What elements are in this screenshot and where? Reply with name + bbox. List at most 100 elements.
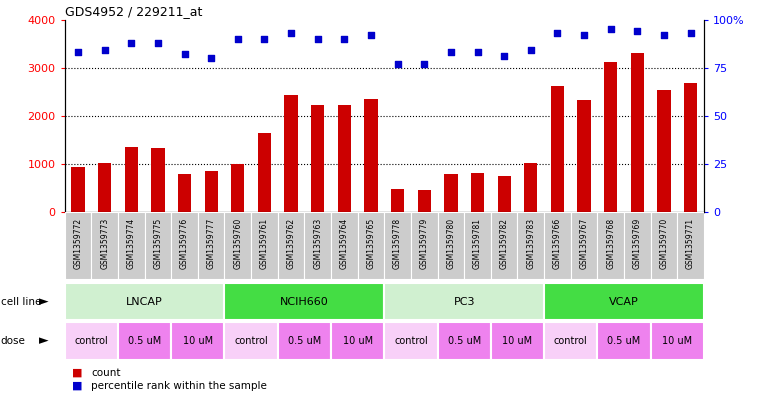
Point — [285, 30, 297, 36]
Bar — [658, 90, 670, 212]
Bar — [198, 212, 224, 279]
Bar — [517, 212, 544, 279]
Point — [684, 30, 696, 36]
Bar — [438, 212, 464, 279]
Text: NCIH660: NCIH660 — [280, 297, 329, 307]
Point — [205, 55, 218, 61]
Bar — [597, 212, 624, 279]
Text: GSM1359783: GSM1359783 — [527, 218, 535, 269]
Point — [365, 32, 377, 38]
Bar — [171, 212, 198, 279]
Bar — [544, 283, 704, 320]
Bar — [91, 212, 118, 279]
Text: ►: ► — [40, 295, 49, 309]
Text: ►: ► — [40, 334, 49, 348]
Bar — [578, 99, 591, 212]
Bar — [384, 283, 544, 320]
Text: 10 uM: 10 uM — [502, 336, 533, 346]
Point — [471, 49, 484, 55]
Bar — [65, 283, 224, 320]
Text: GSM1359772: GSM1359772 — [74, 218, 82, 269]
Bar — [65, 322, 118, 360]
Text: 10 uM: 10 uM — [342, 336, 373, 346]
Bar — [597, 322, 651, 360]
Text: GSM1359780: GSM1359780 — [447, 218, 455, 269]
Bar — [604, 62, 617, 212]
Text: GSM1359774: GSM1359774 — [127, 218, 135, 269]
Bar — [251, 212, 278, 279]
Point — [338, 36, 350, 42]
Point — [604, 26, 616, 32]
Text: GSM1359760: GSM1359760 — [234, 218, 242, 269]
Bar — [278, 322, 331, 360]
Bar — [118, 212, 145, 279]
Text: control: control — [234, 336, 268, 346]
Text: 10 uM: 10 uM — [183, 336, 213, 346]
Bar — [464, 212, 491, 279]
Text: VCAP: VCAP — [609, 297, 639, 307]
Bar — [285, 95, 298, 212]
Bar — [365, 99, 377, 212]
Point — [312, 36, 324, 42]
Bar — [224, 322, 278, 360]
Bar — [624, 212, 651, 279]
Text: control: control — [554, 336, 587, 346]
Text: GSM1359764: GSM1359764 — [340, 218, 349, 269]
Point — [72, 49, 84, 55]
Text: GSM1359770: GSM1359770 — [660, 218, 668, 269]
Bar — [418, 190, 431, 212]
Text: GSM1359773: GSM1359773 — [100, 218, 109, 269]
Text: GSM1359763: GSM1359763 — [314, 218, 322, 269]
Bar — [438, 322, 491, 360]
Text: GSM1359775: GSM1359775 — [154, 218, 162, 269]
Bar — [278, 212, 304, 279]
Text: GSM1359767: GSM1359767 — [580, 218, 588, 269]
Point — [498, 53, 510, 59]
Text: GSM1359762: GSM1359762 — [287, 218, 295, 269]
Bar — [65, 212, 91, 279]
Bar — [224, 283, 384, 320]
Bar — [631, 53, 644, 212]
Bar — [118, 322, 171, 360]
Bar — [391, 189, 404, 212]
Point — [658, 32, 670, 38]
Point — [125, 40, 137, 46]
Point — [178, 51, 190, 57]
Bar — [98, 163, 111, 212]
Text: 0.5 uM: 0.5 uM — [447, 336, 481, 346]
Bar — [145, 212, 171, 279]
Text: percentile rank within the sample: percentile rank within the sample — [91, 381, 267, 391]
Text: 0.5 uM: 0.5 uM — [288, 336, 321, 346]
Text: GSM1359771: GSM1359771 — [686, 218, 695, 269]
Bar — [72, 167, 84, 212]
Bar — [171, 322, 224, 360]
Text: control: control — [75, 336, 108, 346]
Text: LNCAP: LNCAP — [126, 297, 163, 307]
Text: ■: ■ — [72, 381, 83, 391]
Bar — [411, 212, 438, 279]
Bar — [178, 174, 191, 212]
Text: GSM1359782: GSM1359782 — [500, 218, 508, 268]
Text: GSM1359766: GSM1359766 — [553, 218, 562, 269]
Text: GSM1359765: GSM1359765 — [367, 218, 375, 269]
Text: cell line: cell line — [1, 297, 41, 307]
Bar — [471, 173, 484, 212]
Point — [258, 36, 271, 42]
Point — [631, 28, 643, 34]
Bar — [491, 322, 544, 360]
Point — [551, 30, 563, 36]
Text: GSM1359779: GSM1359779 — [420, 218, 428, 269]
Bar — [571, 212, 597, 279]
Bar — [684, 83, 697, 212]
Text: ■: ■ — [72, 367, 83, 378]
Bar — [338, 105, 351, 212]
Text: dose: dose — [1, 336, 26, 346]
Point — [444, 49, 457, 55]
Bar — [311, 105, 324, 212]
Bar — [651, 322, 704, 360]
Bar — [205, 171, 218, 212]
Text: GSM1359769: GSM1359769 — [633, 218, 642, 269]
Bar — [125, 147, 138, 212]
Bar — [331, 322, 384, 360]
Bar — [304, 212, 331, 279]
